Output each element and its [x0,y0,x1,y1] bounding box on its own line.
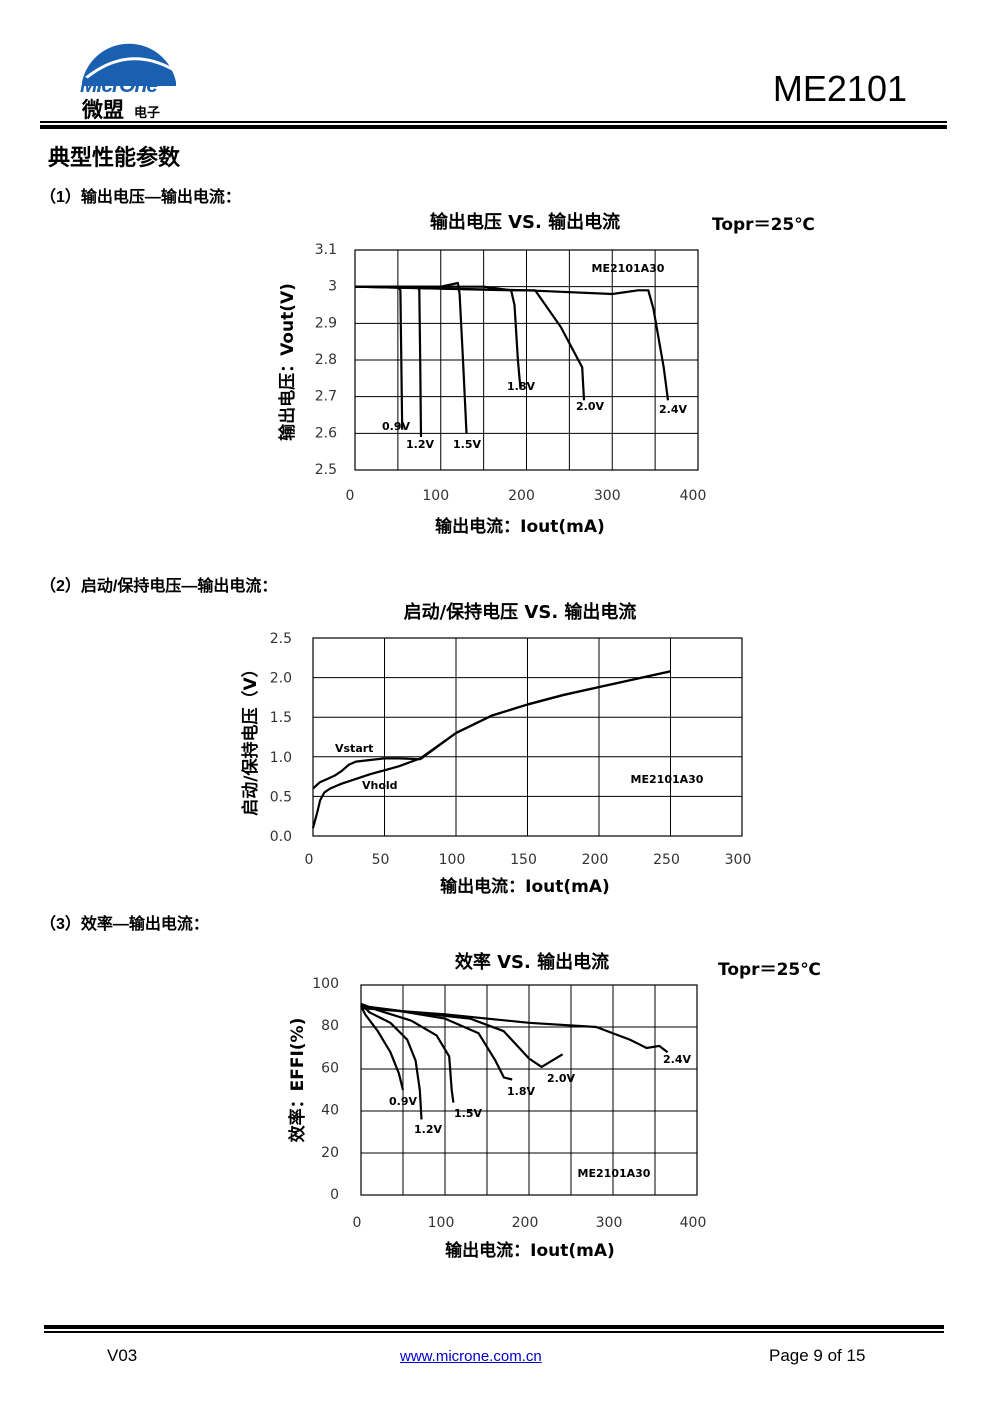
x-tick-label: 300 [594,488,621,504]
series-label: 0.9V [389,1095,417,1108]
series-label: 1.5V [454,1107,482,1120]
y-tick-label: 80 [321,1018,339,1034]
x-tick-label: 400 [680,488,707,504]
y-tick-label: 0.0 [270,829,292,845]
series-label: 1.2V [414,1123,442,1136]
subsection-title-2: （2）启动/保持电压—输出电流： [40,578,278,595]
y-tick-label: 2.0 [270,671,292,687]
y-tick-label: 100 [312,976,339,992]
chart-condition: Topr＝25℃ [712,215,815,235]
y-tick-label: 2.6 [315,425,337,441]
series-label: 1.5V [453,438,481,451]
plot-frame [312,637,743,837]
subsection-title-3: （3）效率—输出电流： [40,916,209,933]
series-label: 1.8V [507,1085,535,1098]
y-tick-label: 0.5 [270,789,292,805]
y-axis-label: 输出电压：Vout(V) [277,283,298,441]
y-tick-label: 0 [330,1187,339,1203]
series-line-0-9v [360,1005,405,1091]
series-line-1-5v [355,281,468,434]
series-label: Vhold [362,779,398,792]
footer-website-link[interactable]: www.microne.com.cn [400,1348,542,1365]
chart-vstart-vhold: 启动/保持电压 VS. 输出电流 Topr＝25℃ 0 50 100 150 200 250 3… [240,590,805,897]
chart-vout-iout: 输出电压 VS. 输出电流 Topr＝25℃ 0 100 200 300 400 3.1 3 2.… [277,211,815,537]
footer-page-number: Page 9 of 15 [769,1346,866,1365]
series-line-2-4v [360,1007,669,1054]
model-label: ME2101A30 [631,773,704,786]
series-line-vhold [311,670,671,829]
series-line-1-2v [360,1003,423,1120]
series-line-2-4v [354,285,670,401]
y-tick-label: 2.8 [315,352,337,368]
series-label: 2.0V [576,400,604,413]
series-label: 1.8V [507,380,535,393]
x-axis-label: 输出电流：Iout(mA) [440,876,610,897]
x-tick-label: 200 [582,852,609,868]
y-tick-label: 2.5 [315,462,337,478]
series-label: 2.4V [659,403,687,416]
footer-version: V03 [107,1346,138,1365]
model-label: ME2101A30 [578,1167,651,1180]
y-tick-label: 1.0 [270,750,292,766]
y-tick-label: 3 [328,279,337,295]
series-label: 0.9V [382,420,410,433]
x-tick-label: 100 [439,852,466,868]
x-tick-label: 100 [428,1215,455,1231]
logo-globe-icon [82,43,176,86]
part-number: ME2101 [772,68,907,109]
footer-rule-thin [44,1331,944,1333]
y-tick-label: 2.9 [315,315,337,331]
x-tick-label: 200 [512,1215,539,1231]
subsection-title-1: （1）输出电压—输出电流： [40,189,241,206]
x-tick-label: 0 [353,1215,362,1231]
y-tick-label: 2.5 [270,631,292,647]
y-tick-label: 2.7 [315,389,337,405]
x-tick-label: 400 [680,1215,707,1231]
y-axis-label: 启动/保持电压（V） [240,660,261,815]
x-tick-label: 50 [372,852,390,868]
x-tick-label: 300 [596,1215,623,1231]
chart-title: 效率 VS. 输出电流 [455,951,609,973]
x-tick-label: 150 [510,852,537,868]
y-tick-label: 60 [321,1060,339,1076]
series-label: Vstart [335,742,373,755]
plot-frame [354,249,699,471]
plot-frame [360,984,698,1196]
y-axis-label: 效率：EFFI(%) [287,1018,308,1143]
x-axis-label: 输出电流：Iout(mA) [445,1240,615,1261]
chart-condition: Topr＝25℃ [702,590,805,591]
y-tick-label: 20 [321,1145,339,1161]
x-tick-label: 250 [653,852,680,868]
series-line-vstart [312,670,671,790]
y-tick-label: 40 [321,1103,339,1119]
chart-condition: Topr＝25℃ [718,960,821,980]
x-axis-label: 输出电流：Iout(mA) [435,516,605,537]
x-tick-label: 0 [346,488,355,504]
series-line-0-9v [355,285,404,430]
chart-title: 输出电压 VS. 输出电流 [430,211,620,233]
logo-text-cn: 微盟 [82,98,124,122]
model-label: ME2101A30 [592,262,665,275]
series-line-1-8v [355,285,522,390]
x-tick-label: 0 [305,852,314,868]
logo-text-en: MicrOne [80,74,158,97]
series-line-2-0v [354,285,586,401]
logo-text-cn-small: 电子 [134,106,161,121]
x-tick-label: 100 [422,488,449,504]
series-label: 2.0V [547,1072,575,1085]
section-title: 典型性能参数 [48,145,181,170]
chart-title: 启动/保持电压 VS. 输出电流 [404,601,637,623]
series-label: 1.2V [406,438,434,451]
footer-rule-thick [44,1325,944,1329]
header-rule-thick [40,125,947,129]
series-label: 2.4V [663,1053,691,1066]
series-line-1-2v [355,285,423,438]
y-tick-label: 1.5 [270,710,292,726]
x-tick-label: 300 [725,852,752,868]
company-logo: MicrOne 微盟 电子 [78,30,183,122]
chart-efficiency: 效率 VS. 输出电流 Topr＝25℃0 100 200 300 40010080604… [287,951,821,1261]
y-tick-label: 3.1 [315,242,337,258]
x-tick-label: 200 [508,488,535,504]
header-rule-thin [40,121,947,123]
